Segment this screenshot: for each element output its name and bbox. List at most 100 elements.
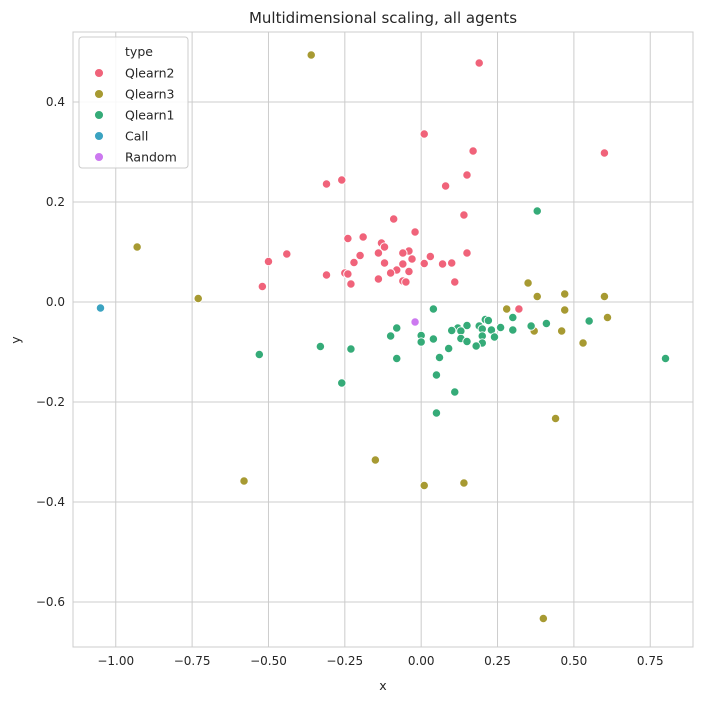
x-tick-label: −0.50 bbox=[250, 654, 287, 668]
data-point bbox=[337, 378, 347, 388]
data-point bbox=[404, 266, 414, 277]
data-point bbox=[355, 250, 365, 261]
x-axis-label: x bbox=[379, 678, 386, 693]
data-point bbox=[459, 478, 469, 488]
data-point bbox=[599, 291, 610, 302]
data-point bbox=[440, 181, 451, 191]
legend-marker bbox=[94, 68, 104, 78]
data-point bbox=[392, 353, 402, 364]
data-point bbox=[471, 341, 481, 351]
data-point bbox=[410, 227, 420, 237]
series-qlearn3 bbox=[132, 50, 613, 624]
legend-title: type bbox=[125, 44, 153, 59]
legend-marker bbox=[94, 89, 104, 99]
data-point bbox=[239, 476, 249, 486]
data-point bbox=[462, 248, 472, 258]
data-point bbox=[419, 129, 429, 139]
data-point bbox=[419, 258, 429, 269]
data-point bbox=[431, 408, 442, 418]
legend-items: Qlearn2 Qlearn3 Qlearn1 Call Random bbox=[94, 66, 177, 165]
data-point bbox=[385, 268, 396, 278]
data-point bbox=[523, 278, 533, 288]
x-tick-label: −0.75 bbox=[174, 654, 211, 668]
data-point bbox=[193, 293, 203, 304]
data-point bbox=[450, 277, 460, 287]
data-point bbox=[254, 349, 264, 360]
data-point bbox=[370, 455, 381, 465]
data-point bbox=[483, 315, 494, 326]
legend-label: Random bbox=[125, 150, 177, 165]
legend-box bbox=[78, 36, 189, 169]
y-tick-label: 0.2 bbox=[46, 195, 65, 209]
data-point bbox=[532, 206, 542, 216]
data-point bbox=[557, 326, 567, 336]
data-point bbox=[337, 175, 347, 185]
data-point bbox=[462, 320, 472, 331]
data-point bbox=[392, 323, 402, 333]
x-tick-label: −1.00 bbox=[97, 654, 134, 668]
plot-frame bbox=[72, 31, 694, 648]
legend-marker bbox=[94, 152, 104, 162]
data-point bbox=[474, 58, 484, 68]
x-tick-label: 0.00 bbox=[408, 654, 435, 668]
data-point bbox=[379, 258, 390, 268]
data-point bbox=[425, 251, 435, 262]
series-call bbox=[95, 303, 106, 313]
series-qlearn2 bbox=[257, 58, 610, 314]
data-point bbox=[450, 387, 460, 397]
legend-label: Qlearn3 bbox=[125, 87, 174, 102]
data-point bbox=[95, 303, 106, 313]
data-point bbox=[431, 370, 442, 380]
data-point bbox=[508, 325, 518, 335]
data-point bbox=[398, 259, 408, 269]
data-point bbox=[257, 281, 268, 292]
data-point bbox=[389, 214, 399, 224]
data-point bbox=[560, 305, 570, 315]
legend-label: Qlearn1 bbox=[125, 108, 174, 123]
data-point bbox=[541, 318, 552, 329]
tick-labels: −1.00 −0.75 −0.50 −0.25 0.00 0.25 0.50 0.75 −0.6… bbox=[36, 95, 664, 668]
data-point bbox=[434, 352, 445, 363]
data-point bbox=[560, 289, 570, 299]
data-point bbox=[346, 344, 356, 354]
x-tick-label: 0.75 bbox=[637, 654, 664, 668]
data-point bbox=[343, 233, 353, 244]
data-point bbox=[282, 249, 292, 259]
data-point bbox=[468, 146, 478, 156]
data-point bbox=[495, 322, 506, 333]
data-point bbox=[462, 170, 472, 180]
data-point bbox=[306, 50, 316, 60]
data-point bbox=[428, 304, 439, 314]
legend-marker bbox=[94, 131, 104, 141]
data-point bbox=[538, 613, 548, 624]
data-point bbox=[321, 179, 332, 189]
data-point bbox=[447, 325, 457, 336]
data-point bbox=[358, 232, 368, 242]
data-point bbox=[444, 343, 454, 354]
series-random bbox=[410, 317, 420, 327]
y-axis-label: y bbox=[8, 336, 23, 344]
data-point bbox=[373, 274, 384, 284]
data-point bbox=[419, 480, 429, 491]
series-qlearn1 bbox=[254, 206, 671, 418]
data-point bbox=[462, 336, 472, 347]
data-point bbox=[459, 210, 469, 220]
data-point bbox=[602, 312, 613, 323]
data-point bbox=[526, 321, 536, 331]
data-point bbox=[508, 312, 518, 323]
data-point bbox=[428, 334, 439, 344]
data-point bbox=[437, 259, 448, 269]
y-tick-label: −0.4 bbox=[36, 495, 65, 509]
data-point bbox=[315, 341, 326, 352]
data-point bbox=[599, 148, 610, 158]
data-point bbox=[349, 257, 359, 268]
data-point bbox=[550, 413, 561, 424]
y-tick-label: 0.0 bbox=[46, 295, 65, 309]
data-point bbox=[263, 256, 274, 267]
data-point bbox=[379, 242, 390, 252]
data-point bbox=[385, 331, 396, 341]
y-tick-label: −0.2 bbox=[36, 395, 65, 409]
data-point bbox=[343, 269, 353, 279]
data-point bbox=[660, 353, 671, 364]
